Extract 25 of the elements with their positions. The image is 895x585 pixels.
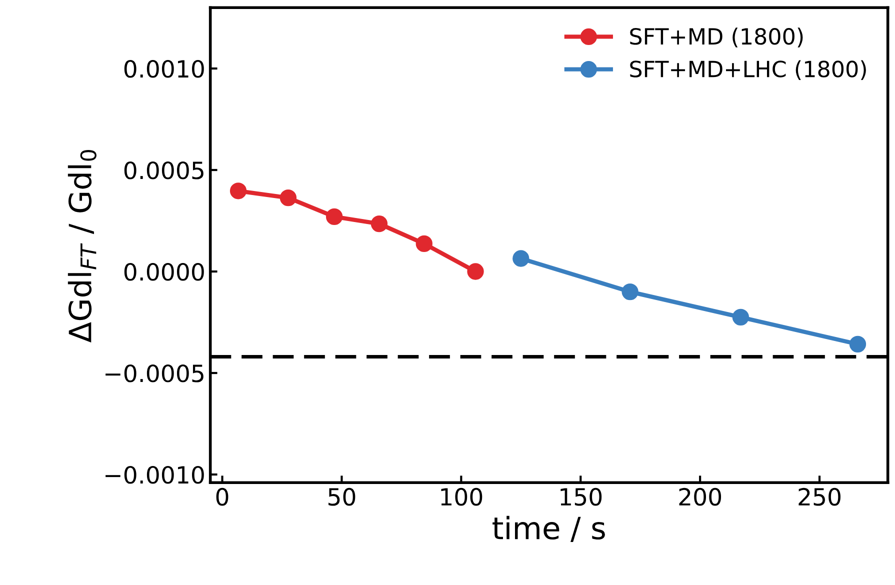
y-tick-label: −0.0005 <box>106 364 204 382</box>
point <box>416 235 432 252</box>
x-tick-label: 200 <box>679 488 722 506</box>
point <box>230 182 247 200</box>
y-tick-label: −0.0010 <box>106 466 204 484</box>
y-tick-label: 0.0010 <box>124 60 204 78</box>
point <box>732 308 750 326</box>
legend-label: SFT+MD (1800) <box>630 28 803 48</box>
x-tick-label: 150 <box>560 488 602 506</box>
y-tick-label: 0.0000 <box>124 262 204 281</box>
point <box>280 189 297 206</box>
point <box>370 215 388 232</box>
y-axis-title: ΔGdl$_{FT}$ / Gdl$_{0}$ <box>68 150 96 342</box>
point <box>326 208 343 226</box>
x-tick-label: 100 <box>441 488 482 506</box>
x-axis-title: time / s <box>492 516 605 542</box>
point <box>512 250 530 267</box>
point <box>467 263 484 280</box>
x-tick-label: 50 <box>328 488 356 506</box>
legend-label: SFT+MD+LHC (1800) <box>630 60 866 80</box>
x-tick-label: 0 <box>216 488 228 506</box>
y-tick-label: 0.0005 <box>124 161 204 180</box>
point <box>622 283 638 300</box>
point <box>849 336 866 353</box>
x-tick-label: 250 <box>798 488 840 506</box>
